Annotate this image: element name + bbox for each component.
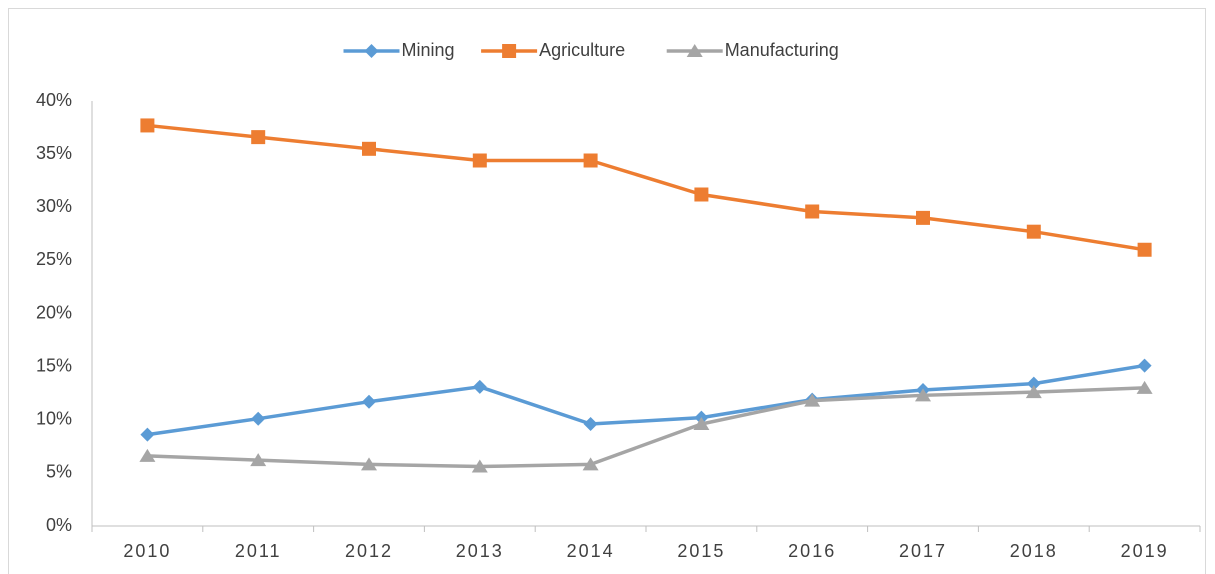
- data-point: [1136, 380, 1153, 394]
- data-point: [1026, 376, 1041, 391]
- data-point: [362, 141, 376, 156]
- legend-label: Manufacturing: [725, 40, 839, 60]
- y-tick-label: 25%: [36, 249, 72, 269]
- x-tick-label: 2015: [677, 541, 725, 561]
- legend-marker: [686, 44, 703, 57]
- x-tick-label: 2018: [1010, 541, 1058, 561]
- series-line: [147, 123, 1145, 252]
- data-point: [251, 130, 266, 145]
- data-point: [140, 118, 155, 133]
- y-tick-label: 40%: [36, 90, 72, 110]
- x-tick-label: 2013: [456, 541, 504, 561]
- x-tick-label: 2010: [123, 541, 171, 561]
- data-point: [139, 448, 156, 462]
- x-tick-label: 2011: [235, 541, 282, 561]
- x-tick-label: 2019: [1121, 541, 1169, 561]
- data-point: [250, 453, 267, 467]
- data-point: [694, 187, 709, 202]
- x-tick-label: 2016: [788, 541, 836, 561]
- data-point: [915, 388, 931, 402]
- series-line: [147, 386, 1145, 469]
- data-point: [916, 210, 930, 225]
- data-point: [140, 427, 155, 442]
- data-point: [583, 417, 598, 431]
- data-point: [804, 393, 821, 407]
- y-tick-label: 5%: [46, 462, 72, 482]
- data-point: [583, 153, 598, 168]
- legend-marker: [502, 44, 517, 58]
- y-tick-label: 30%: [36, 196, 72, 216]
- data-point: [805, 204, 820, 219]
- data-point: [362, 394, 376, 409]
- data-point: [251, 411, 266, 426]
- data-point: [1137, 242, 1152, 257]
- legend-marker: [364, 44, 379, 58]
- data-point: [472, 153, 487, 168]
- x-tick-label: 2012: [345, 541, 393, 561]
- y-tick-label: 15%: [36, 355, 72, 375]
- y-tick-label: 0%: [46, 515, 72, 535]
- legend-label: Agriculture: [539, 40, 625, 60]
- x-tick-label: 2017: [899, 541, 947, 561]
- data-point: [471, 459, 488, 473]
- data-point: [1137, 358, 1152, 373]
- data-point: [361, 457, 377, 471]
- series-line: [147, 363, 1145, 437]
- chart-border: [8, 8, 1206, 574]
- data-point: [582, 457, 599, 471]
- legend-label: Mining: [402, 40, 455, 60]
- y-tick-label: 35%: [36, 143, 72, 163]
- y-tick-label: 20%: [36, 302, 72, 322]
- data-point: [1025, 385, 1042, 399]
- x-tick-label: 2014: [567, 541, 615, 561]
- y-tick-label: 10%: [36, 409, 72, 429]
- data-point: [693, 417, 710, 430]
- data-point: [1026, 224, 1041, 239]
- data-point: [472, 379, 487, 394]
